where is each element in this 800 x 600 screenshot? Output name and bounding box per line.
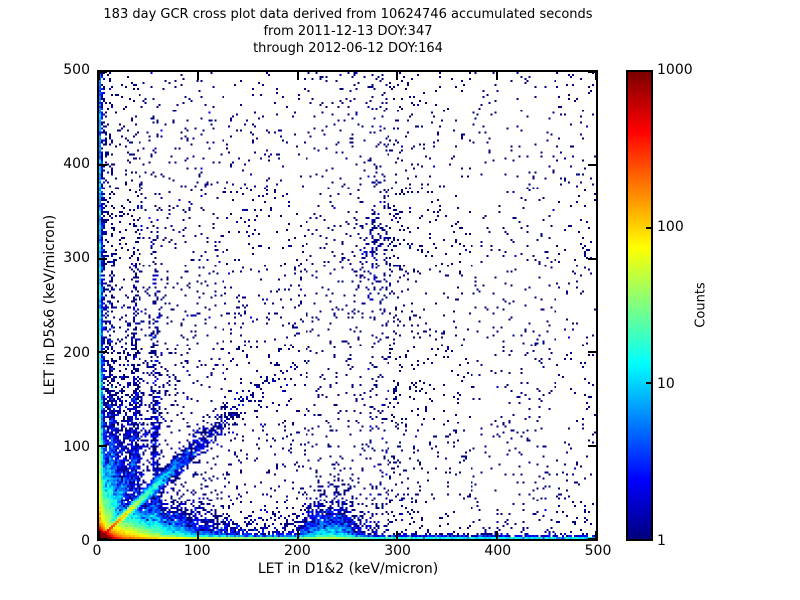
y-tick-label: 300 [63,250,90,267]
plot-title-line3: through 2012-06-12 DOY:164 [253,41,443,56]
colorbar-label: Counts [693,282,709,328]
x-tick [197,531,200,539]
x-tick [495,72,498,80]
y-tick-label: 0 [81,533,90,549]
y-tick [588,164,596,167]
colorbar [626,70,653,541]
y-tick [588,538,596,540]
y-tick [99,351,107,354]
x-tick-label: 400 [484,543,512,559]
colorbar-tick-label: 1000 [657,62,693,78]
x-tick-label: 0 [92,543,102,559]
y-tick [588,71,596,73]
y-tick [588,257,596,260]
y-tick-labels: 0 100 200 300 400 500 [28,62,90,549]
y-tick [99,71,107,73]
x-tick [98,531,100,539]
y-tick-label: 500 [63,62,90,78]
x-tick [197,72,200,80]
colorbar-tick-label: 1 [657,533,666,549]
x-tick [396,72,399,80]
colorbar-tick-labels: 1 10 100 1000 [657,62,717,549]
x-tick-label: 100 [183,543,211,559]
x-tick [296,531,299,539]
plot-title: 183 day GCR cross plot data derived from… [98,6,598,57]
y-tick [99,444,107,447]
colorbar-tick-label: 100 [657,218,684,235]
x-tick [396,531,399,539]
y-tick [99,257,107,260]
colorbar-tick [646,226,651,229]
x-axis-label: LET in D1&2 (keV/micron) [257,561,439,577]
y-tick [99,538,107,540]
x-tick-label: 500 [584,543,612,559]
y-tick-label: 400 [63,156,90,173]
x-tick-label: 200 [284,543,311,559]
x-tick-labels: 0 100 200 300 400 500 [93,543,612,559]
y-tick [588,444,596,447]
plot-title-line2: from 2011-12-13 DOY:347 [263,24,433,39]
scatter-heatmap-canvas [99,72,596,539]
y-tick [588,351,596,354]
colorbar-gradient-canvas [628,72,651,539]
x-tick [296,72,299,80]
x-tick [495,531,498,539]
colorbar-tick [646,382,651,385]
y-tick-label: 100 [63,438,90,455]
plot-area [97,70,598,541]
x-tick [595,531,597,539]
y-tick [99,164,107,167]
x-tick [595,72,597,80]
x-tick-label: 300 [384,543,411,559]
x-tick [98,72,100,80]
colorbar-tick-label: 10 [657,375,675,392]
y-tick-label: 200 [63,344,90,361]
plot-title-line1: 183 day GCR cross plot data derived from… [103,7,593,22]
